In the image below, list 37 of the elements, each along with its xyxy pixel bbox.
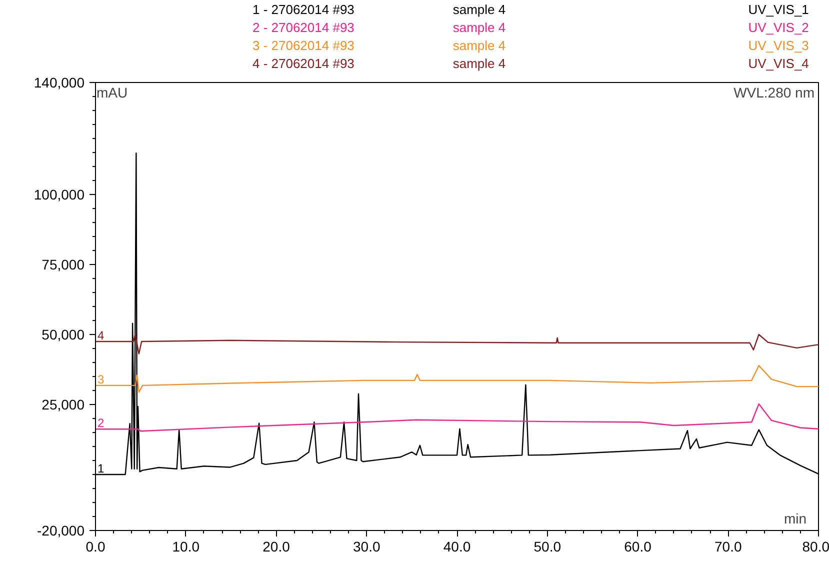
text: sample 4 — [452, 38, 506, 53]
text: UV_VIS_1 — [748, 2, 809, 17]
x-tick-label: 70.0 — [714, 538, 742, 554]
text: 3 - 27062014 #93 — [252, 38, 354, 53]
annotation: WVL:280 nm — [734, 84, 815, 100]
text: 4 - 27062014 #93 — [252, 56, 354, 71]
text: UV_VIS_4 — [748, 56, 809, 71]
y-axis-title: mAU — [96, 84, 128, 100]
x-tick-label: 0.0 — [86, 538, 106, 554]
x-tick-label: 80.0 — [802, 538, 829, 554]
text: 2 - 27062014 #93 — [252, 20, 354, 35]
series-label: 4 — [98, 328, 104, 342]
line-series — [96, 403, 818, 432]
text: sample 4 — [452, 2, 506, 17]
text: UV_VIS_2 — [748, 20, 809, 35]
y-tick-label: 25,000 — [42, 396, 85, 412]
x-tick-label: 20.0 — [262, 538, 290, 554]
text: sample 4 — [452, 20, 506, 35]
series-label: 1 — [98, 462, 104, 476]
line-series — [96, 333, 818, 354]
x-tick-label: 40.0 — [443, 538, 471, 554]
y-tick-label: 140,000 — [34, 74, 85, 90]
series-label: 3 — [98, 372, 104, 386]
series-label: 2 — [98, 416, 104, 430]
x-tick-label: 30.0 — [353, 538, 380, 554]
y-tick-label: 100,000 — [34, 186, 85, 202]
y-tick-label: 50,000 — [42, 326, 85, 342]
text: sample 4 — [452, 56, 506, 71]
x-axis-title: min — [784, 510, 807, 526]
x-tick-label: 50.0 — [534, 538, 562, 554]
x-tick-label: 60.0 — [624, 538, 652, 554]
line-series — [96, 364, 818, 393]
x-tick-label: 10.0 — [172, 538, 200, 554]
y-tick-label: -20,000 — [37, 522, 85, 538]
text: UV_VIS_3 — [748, 38, 809, 53]
text: 1 - 27062014 #93 — [252, 2, 354, 17]
y-tick-label: 75,000 — [42, 256, 85, 272]
